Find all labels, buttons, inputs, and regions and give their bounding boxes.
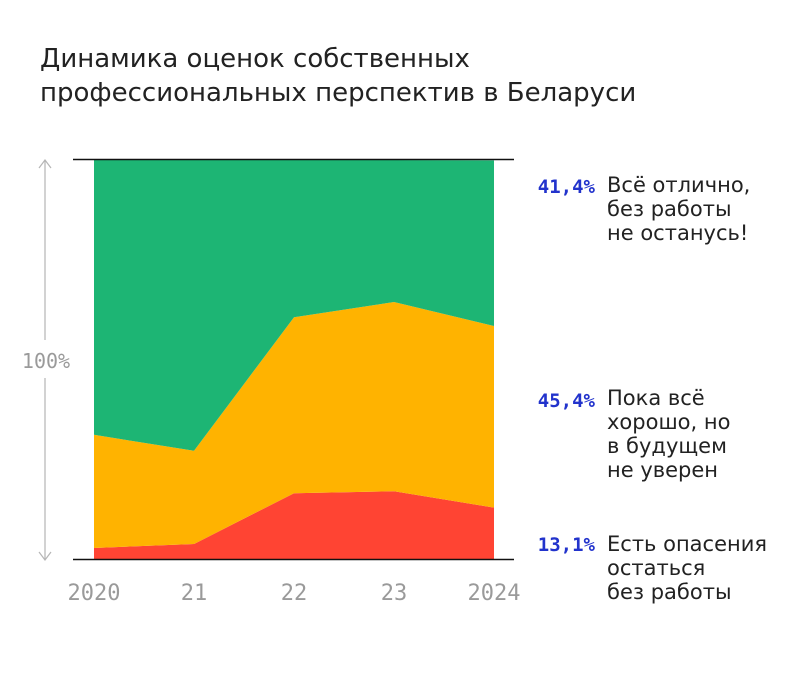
x-tick-label: 21 [181,581,208,606]
y-range-arrow [38,159,52,561]
x-tick-label: 22 [281,581,308,606]
x-tick-label: 23 [381,581,408,606]
chart-title: Динамика оценок собственных профессионал… [40,44,637,108]
area-positive [94,160,494,451]
value-label-worried: 13,1% [538,534,596,556]
legend-label-worried: Есть опасения остаться без работы [607,532,768,604]
x-tick-label: 2020 [68,581,121,606]
x-tick-label: 2024 [468,581,521,606]
end-value-labels: 13,1% 45,4% 41,4% [538,176,596,556]
y-axis-label: 100% [22,349,70,373]
area-uncertain [94,302,494,548]
value-label-uncertain: 45,4% [538,390,596,412]
value-label-positive: 41,4% [538,176,596,198]
legend-label-positive: Всё отлично, без работы не останусь! [607,173,751,245]
legend-label-uncertain: Пока всё хорошо, но в будущем не уверен [607,386,731,482]
area-worried [94,491,494,560]
x-tick-labels: 2020 21 22 23 2024 [68,581,521,606]
stacked-areas [94,160,494,560]
